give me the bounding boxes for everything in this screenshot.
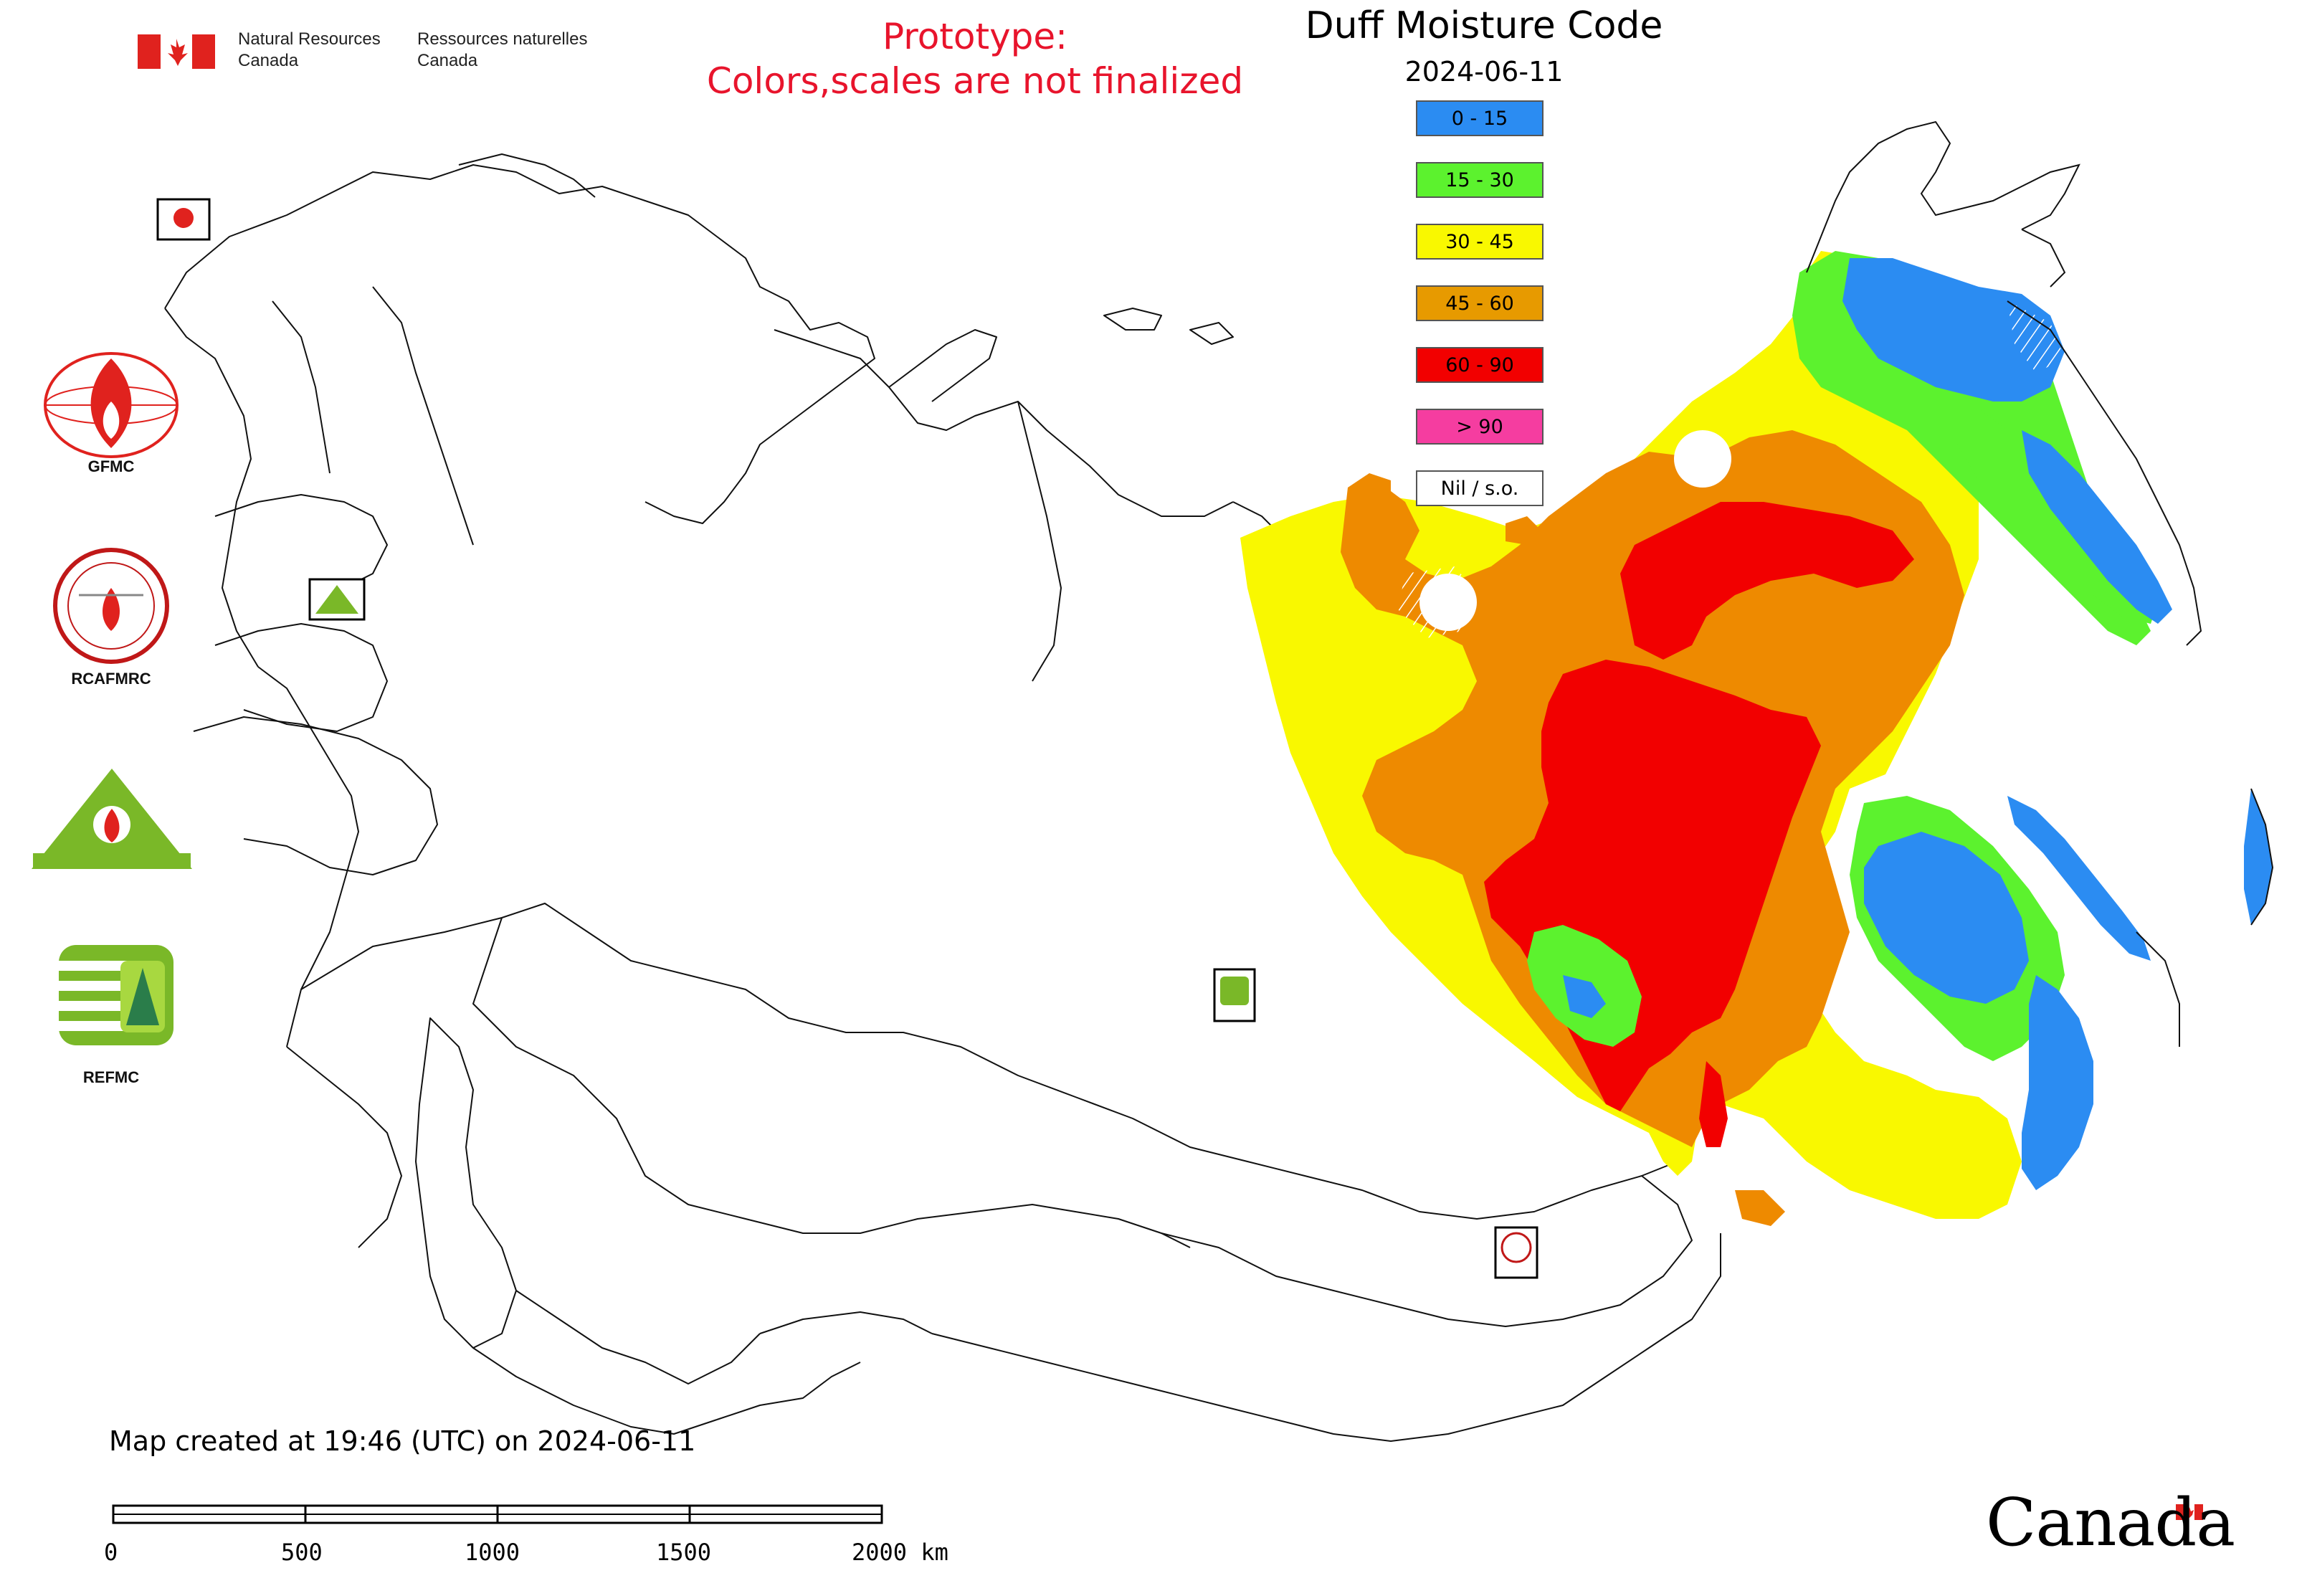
scale-bar [112,1504,883,1524]
refmc-logo-icon [59,945,173,1045]
norway-coast [164,308,259,668]
tajikistan-outline [716,1362,861,1420]
logo-label-refmc: REFMC [82,1068,140,1086]
legend-label: 0 - 15 [1451,107,1508,130]
northern-coast-west [774,329,1234,517]
legend-item-15-30: 15 - 30 [1416,162,1544,198]
finland-border [372,286,474,546]
dmc-hatch-area-2 [2007,301,2065,373]
western-russia-border [257,666,359,1048]
novaya-zemlya [888,329,997,402]
scale-tick-2000: 2000 km [852,1539,948,1566]
eastern-coastlines [1806,120,2274,1047]
yamal-peninsula [1017,401,1062,682]
dmc-zone-0-15-northeast [1842,258,2065,402]
chukotka-coast [1806,120,2080,273]
dmc-zone-45-60-arctic [1348,473,1541,545]
map-logo-markers [156,198,1538,1279]
agency-fr: Ressources naturelles Canada [417,29,587,72]
country-boundaries [164,153,1721,1442]
legend-label: 15 - 30 [1445,168,1514,191]
legend-label: Nil / s.o. [1440,477,1519,500]
ukraine-outline [193,716,438,875]
prototype-line1: Prototype: [882,16,1068,57]
kola-peninsula [458,153,596,198]
uzbekistan-outline [515,1290,761,1384]
sweden-border [272,300,330,474]
scale-tick-500: 500 [281,1539,323,1566]
agency-fr-line1: Ressources naturelles [417,29,588,49]
legend-item-60-90: 60 - 90 [1416,347,1544,383]
dmc-zone-0-15-small-south [1563,975,1606,1018]
russia-kazakhstan-border [300,903,1678,1220]
scale-tick-0: 0 [104,1539,118,1566]
legend-item-30-45: 30 - 45 [1416,224,1544,260]
canada-wordmark-flag-icon [2176,1504,2203,1520]
japan-hint [2136,931,2180,1047]
dmc-zone-0-15-primorye [2022,975,2093,1190]
baltic-states [214,494,388,589]
dmc-zone-60-90-north [1620,502,1914,660]
canada-wordmark: Canada [1986,1484,2235,1561]
canada-flag-icon [138,34,215,69]
prototype-notice: Prototype: Colors,scales are not finaliz… [660,14,1290,103]
legend-item-nil: Nil / s.o. [1416,470,1544,506]
mongolia-outline [1161,1175,1693,1327]
dmc-zone-0-15-sakhalin [2007,796,2151,961]
china-north-border [931,1233,1721,1442]
arctic-islands [1103,308,1234,345]
logo-label-gfmc: GFMC [87,457,135,475]
legend-item-over-90: > 90 [1416,409,1544,445]
kyrgyzstan-outline [759,1311,933,1334]
legend-label: 45 - 60 [1445,292,1514,315]
kazakhstan-outline [472,917,1191,1248]
logo-label-rcafmrc: RCAFMRC [71,670,151,688]
map-created-note: Map created at 19:46 (UTC) on 2024-06-11 [109,1425,696,1457]
dmc-raster [1240,251,2273,1226]
agency-en: Natural Resources Canada [238,29,381,72]
reefmc-logo-icon [32,769,192,869]
dmc-zone-0-15-kamchatka [2022,430,2172,624]
scale-tick-1500: 1500 [656,1539,712,1566]
legend-label: 30 - 45 [1445,230,1514,253]
dmc-nil-circle-1 [1419,574,1477,631]
dmc-zone-60-90-coast [1699,1061,1728,1147]
agency-en-line1: Natural Resources [238,29,381,49]
scale-tick-1000: 1000 [465,1539,520,1566]
legend-label: 60 - 90 [1445,353,1514,376]
rcafmrc-logo-icon [53,548,169,664]
agency-en-line2: Canada [238,51,299,70]
okhotsk-north-islands [2021,229,2066,288]
kuril-outline [2250,788,2274,926]
dmc-nil-circle-2 [1674,430,1731,488]
legend-item-0-15: 0 - 15 [1416,100,1544,136]
turkmenistan-outline [472,1347,718,1435]
caspian-sea [415,1017,517,1349]
dmc-zone-0-15-amur [1864,832,2029,1004]
dmc-zone-45-60-island [1735,1190,1785,1226]
gfmc-logo-icon [44,352,179,458]
legend-item-45-60: 45 - 60 [1416,285,1544,321]
legend-label: > 90 [1456,415,1503,438]
map-title: Duff Moisture Code [1305,4,1663,47]
kamchatka-coast [2007,300,2202,646]
agency-fr-line2: Canada [417,51,478,70]
dmc-zone-0-15-kurils [2244,789,2273,925]
caucasus-outline [286,1046,402,1248]
belarus-outline [214,623,388,732]
map-date: 2024-06-11 [1404,56,1564,87]
prototype-line2: Colors,scales are not finalized [706,60,1244,102]
scandinavia-outline [164,164,875,524]
